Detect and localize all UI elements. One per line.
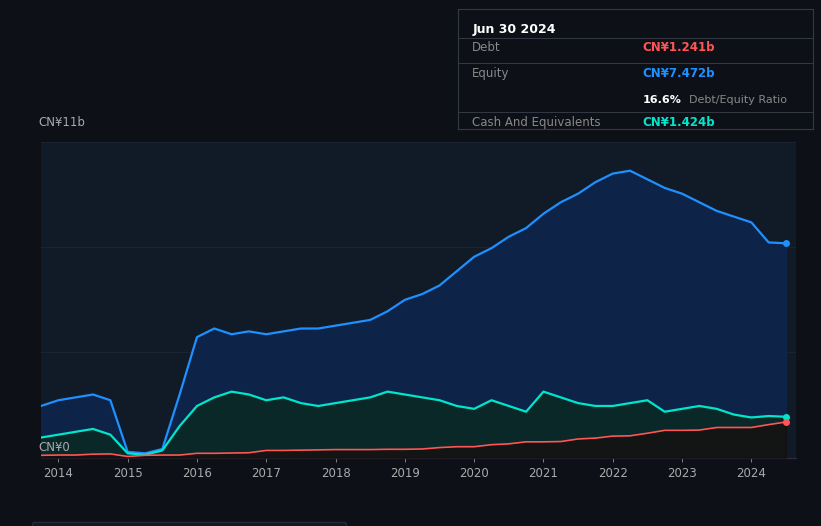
- Text: Debt/Equity Ratio: Debt/Equity Ratio: [689, 95, 787, 105]
- Text: CN¥1.241b: CN¥1.241b: [643, 42, 715, 54]
- Text: Jun 30 2024: Jun 30 2024: [472, 23, 556, 36]
- Text: CN¥11b: CN¥11b: [39, 116, 85, 129]
- Text: CN¥7.472b: CN¥7.472b: [643, 66, 715, 79]
- Text: Equity: Equity: [472, 66, 510, 79]
- Text: CN¥1.424b: CN¥1.424b: [643, 116, 715, 129]
- Text: 16.6%: 16.6%: [643, 95, 681, 105]
- Text: Cash And Equivalents: Cash And Equivalents: [472, 116, 601, 129]
- Text: CN¥0: CN¥0: [39, 441, 71, 454]
- Legend: Debt, Equity, Cash And Equivalents: Debt, Equity, Cash And Equivalents: [32, 522, 346, 526]
- Text: Debt: Debt: [472, 42, 501, 54]
